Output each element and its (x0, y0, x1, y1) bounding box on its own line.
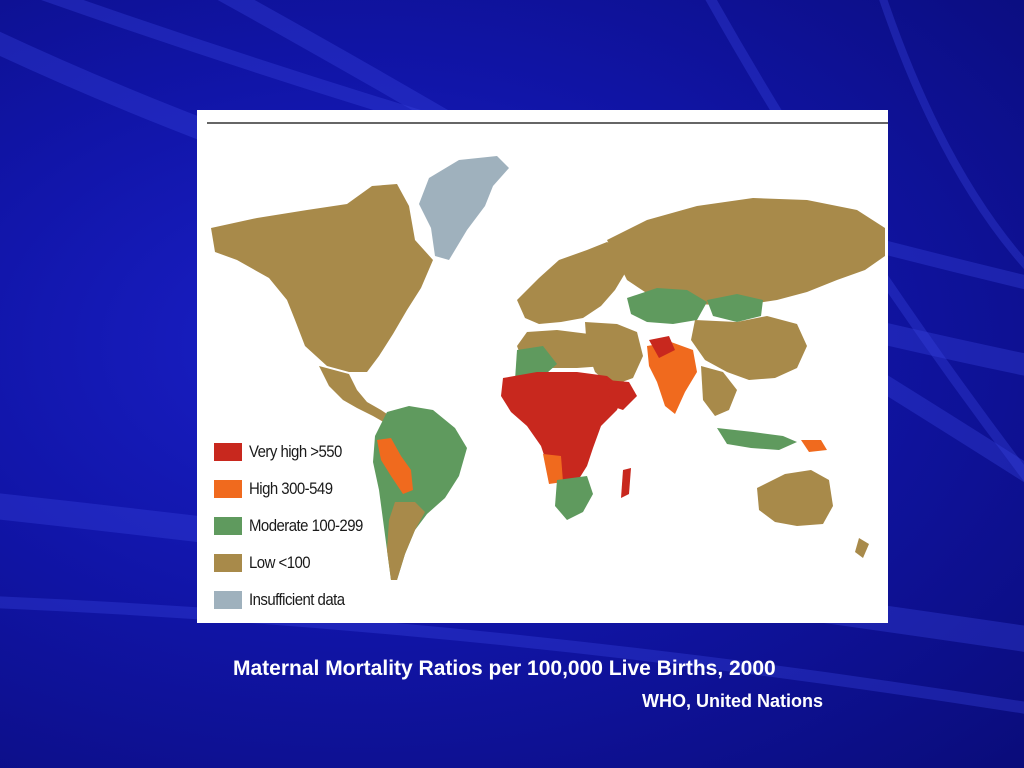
region-angola (543, 454, 563, 484)
legend-item-moderate: Moderate 100-299 (214, 513, 378, 538)
legend-item-insufficient: Insufficient data (214, 587, 378, 612)
world-map (207, 122, 888, 580)
slide-source: WHO, United Nations (642, 691, 823, 711)
world-map-panel: Very high >550 High 300-549 Moderate 100… (197, 110, 888, 623)
slide-caption: Maternal Mortality Ratios per 100,000 Li… (233, 657, 776, 680)
region-new-zealand (855, 538, 869, 558)
legend-swatch-very-high (214, 442, 242, 461)
legend-swatch-high (214, 479, 242, 498)
region-central-america (319, 366, 393, 424)
legend-label-high: High 300-549 (249, 478, 333, 498)
region-horn-of-africa (607, 380, 637, 410)
region-indonesia (717, 428, 797, 450)
region-china (691, 316, 807, 380)
map-legend: Very high >550 High 300-549 Moderate 100… (214, 439, 378, 623)
legend-item-high: High 300-549 (214, 476, 378, 501)
region-australia (757, 470, 833, 526)
legend-swatch-low (214, 553, 242, 572)
region-middle-east (585, 322, 643, 386)
region-papua (801, 440, 827, 452)
region-southeast-asia (701, 366, 737, 416)
region-greenland (419, 156, 509, 260)
region-southern-africa (555, 476, 593, 520)
region-south-america (373, 406, 467, 580)
legend-label-insufficient: Insufficient data (249, 589, 345, 609)
legend-label-very-high: Very high >550 (249, 441, 342, 461)
region-south-asia (647, 342, 697, 414)
region-central-asia (627, 288, 707, 324)
legend-label-low: Low <100 (249, 552, 311, 572)
region-russia (607, 198, 885, 306)
legend-label-moderate: Moderate 100-299 (249, 515, 363, 535)
region-europe (517, 242, 627, 324)
legend-item-low: Low <100 (214, 550, 378, 575)
region-sub-saharan-africa (501, 372, 625, 486)
region-southern-cone (387, 502, 425, 580)
region-madagascar (621, 468, 631, 498)
region-afghanistan (649, 336, 675, 358)
legend-item-very-high: Very high >550 (214, 439, 378, 464)
region-peru-bolivia (377, 438, 413, 494)
region-mongolia (707, 294, 763, 322)
legend-swatch-moderate (214, 516, 242, 535)
legend-swatch-insufficient (214, 590, 242, 609)
region-north-america (211, 184, 433, 372)
